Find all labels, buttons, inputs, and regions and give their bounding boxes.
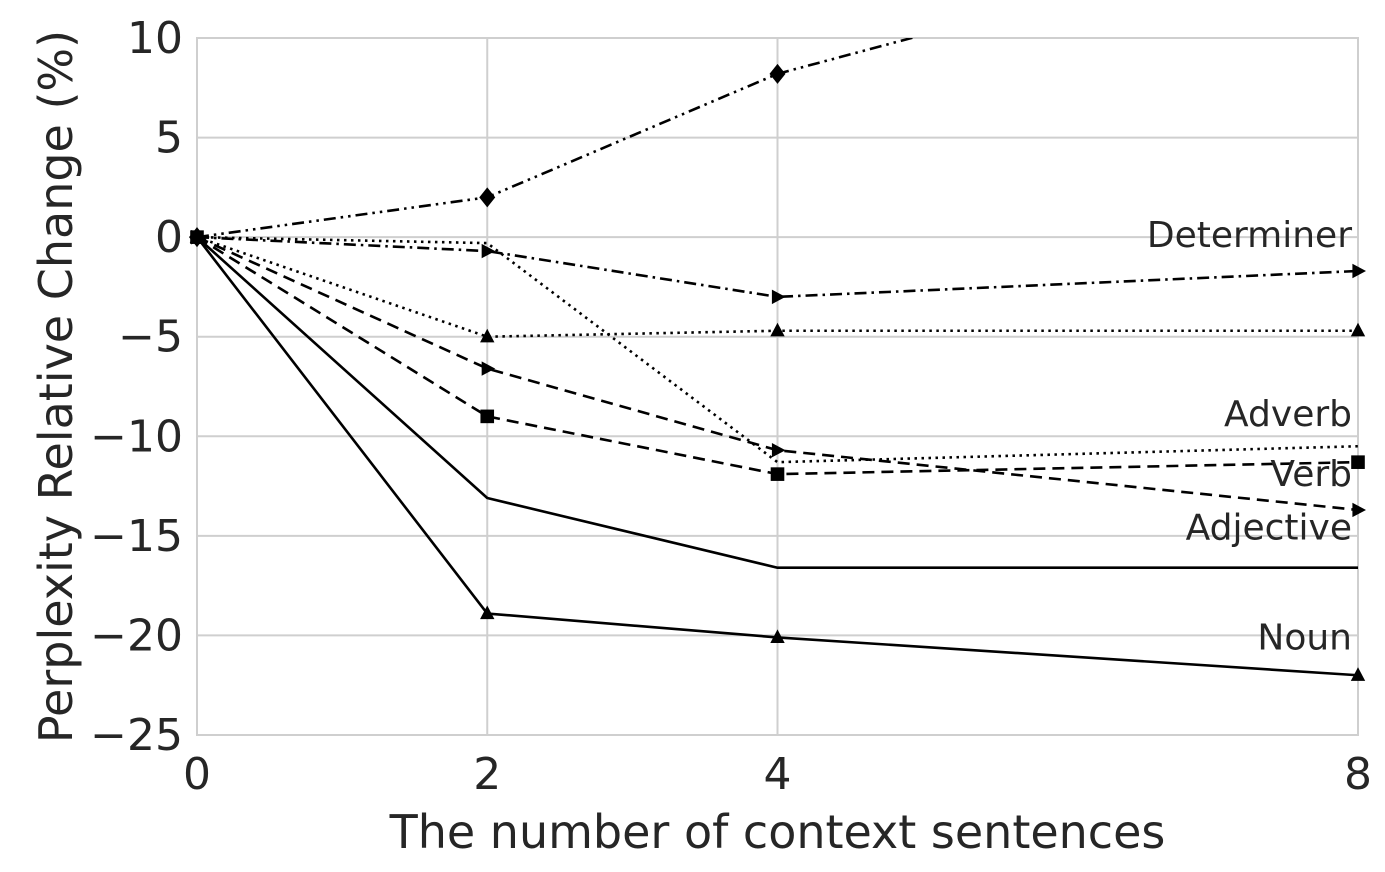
data-point bbox=[481, 361, 496, 376]
data-point bbox=[481, 243, 496, 259]
x-axis-title: The number of context sentences bbox=[389, 805, 1166, 859]
y-tick-label: 5 bbox=[155, 113, 183, 164]
series-line bbox=[197, 235, 1358, 512]
y-tick-label: −5 bbox=[118, 312, 183, 363]
data-point bbox=[479, 187, 496, 208]
series-line bbox=[197, 235, 1358, 299]
series-annotations: Determiner Adverb Verb Adjective Noun bbox=[1147, 215, 1352, 658]
y-tick-label: −15 bbox=[90, 511, 183, 562]
series-annotation: Adjective bbox=[1186, 508, 1352, 549]
series-line bbox=[197, 38, 917, 239]
series-line bbox=[197, 236, 1358, 677]
data-point bbox=[770, 322, 785, 337]
data-point bbox=[1350, 322, 1366, 337]
data-point bbox=[770, 629, 785, 644]
y-tick-label: 0 bbox=[155, 212, 183, 263]
y-axis-title: Perplexity Relative Change (%) bbox=[29, 30, 83, 743]
y-tick-label: −10 bbox=[90, 411, 183, 462]
data-point bbox=[770, 467, 785, 481]
marker-group bbox=[189, 63, 1366, 681]
y-tick-label: −20 bbox=[90, 610, 183, 661]
series-line bbox=[197, 236, 1358, 570]
grid bbox=[196, 37, 1359, 736]
data-point bbox=[1352, 263, 1366, 279]
series-annotation: Adverb bbox=[1224, 394, 1352, 435]
series-annotation: Verb bbox=[1270, 454, 1352, 495]
data-point bbox=[1352, 502, 1366, 518]
data-point bbox=[480, 409, 495, 424]
data-point bbox=[189, 229, 205, 243]
data-point bbox=[771, 289, 786, 305]
series-group bbox=[197, 38, 1358, 677]
series-annotation: Noun bbox=[1257, 617, 1352, 658]
x-tick-label: 4 bbox=[764, 749, 792, 800]
data-point bbox=[480, 328, 495, 343]
y-tick-label: 10 bbox=[127, 13, 183, 64]
x-tick-label: 0 bbox=[183, 749, 211, 800]
x-tick-label: 8 bbox=[1344, 749, 1372, 800]
x-tick-label: 2 bbox=[473, 749, 501, 800]
data-point bbox=[771, 443, 786, 458]
series-annotation: Determiner bbox=[1147, 215, 1352, 256]
data-point bbox=[1350, 667, 1366, 681]
plot-frame bbox=[196, 37, 1359, 736]
data-point bbox=[1351, 455, 1365, 469]
data-point bbox=[480, 605, 495, 620]
data-point bbox=[769, 63, 786, 84]
y-tick-label: −25 bbox=[90, 710, 183, 761]
